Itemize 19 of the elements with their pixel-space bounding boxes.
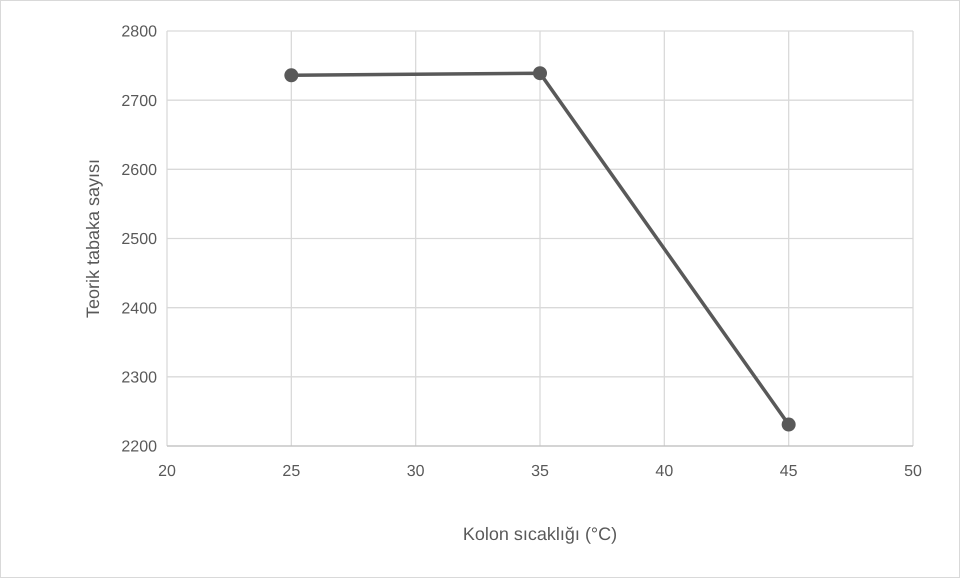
x-tick-label: 20 [158,463,176,480]
y-tick-label: 2800 [121,24,158,41]
y-tick-label: 2700 [121,92,158,110]
point [782,418,796,432]
y-tick-label: 2200 [121,438,158,456]
y-tick-label: 2300 [121,369,158,386]
x-tick-label: 50 [904,463,922,480]
x-tick-label: 45 [780,463,798,480]
point [533,66,547,80]
x-tick-label: 35 [531,463,549,480]
x-tick-label: 30 [406,463,425,480]
y-axis-title: Teorik tabaka sayısı [83,158,103,318]
y-tick-label: 2500 [121,231,158,248]
x-axis-title: Kolon sıcaklığı (°C) [462,524,618,544]
x-tick-label: 25 [282,463,300,480]
x-tick-label: 40 [655,463,674,480]
y-tick-label: 2400 [121,300,158,318]
y-tick-label: 2600 [121,162,158,179]
point [284,68,298,82]
